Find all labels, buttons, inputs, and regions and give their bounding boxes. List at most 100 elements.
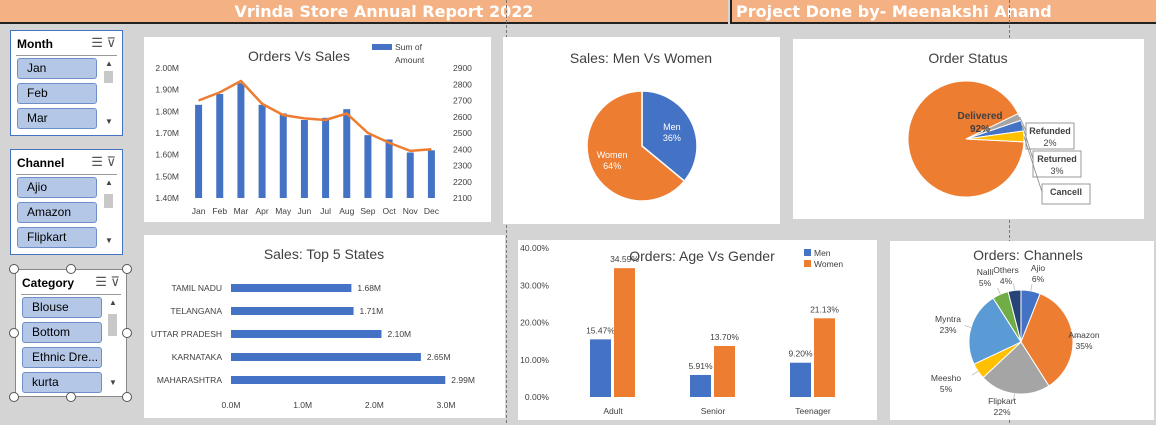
y-tick-label: TELANGANA [171,306,223,316]
legend-swatch [804,249,811,256]
x-tick-label: Aug [339,206,354,216]
y-tick-label: 1.70M [155,128,179,138]
divider [16,174,117,175]
channel-slicer[interactable]: Channel ☰ ⊽ Ajio Amazon Flipkart ▲ ▼ [10,149,123,255]
x-tick-label: Oct [382,206,396,216]
y2-tick-label: 2400 [453,144,472,154]
resize-handle[interactable] [9,264,19,274]
multi-select-icon[interactable]: ☰ [91,35,103,50]
data-label: Others [993,265,1019,275]
x-tick-label: Mar [234,206,249,216]
bar [814,318,835,397]
legend-label: Men [814,248,831,258]
order-status-chart[interactable]: Order Status Refunded 2% Returned 3% Cancell D… [793,39,1144,219]
resize-handle[interactable] [9,328,19,338]
leader-line [971,370,979,376]
leader-line [1022,125,1034,160]
y-tick-label: 1.60M [155,150,179,160]
y2-tick-label: 2600 [453,112,472,122]
data-label: 92% [970,124,990,135]
slicer-item-mar[interactable]: Mar [17,108,97,129]
scroll-down-icon[interactable]: ▼ [105,117,113,126]
data-label: 21.13% [810,304,839,314]
chart-title: Orders Vs Sales [248,48,350,64]
chart-title: Orders: Age Vs Gender [629,248,775,264]
bar [231,284,352,292]
data-label: Nalli [977,267,994,277]
scroll-up-icon[interactable]: ▲ [109,298,117,307]
resize-handle[interactable] [66,264,76,274]
data-label: Men [663,122,681,132]
scroll-down-icon[interactable]: ▼ [105,236,113,245]
bar [614,268,635,397]
data-label: Women [597,150,628,160]
resize-handle[interactable] [9,392,19,402]
slicer-item-bottom[interactable]: Bottom [22,322,102,343]
x-tick-label: Dec [424,206,440,216]
leader-line [1013,283,1015,291]
data-label: 2.65M [427,352,451,362]
slicer-item-feb[interactable]: Feb [17,83,97,104]
resize-handle[interactable] [122,328,132,338]
orders-channels-chart[interactable]: Orders: Channels Ajio 6% Amazon 35% Flipkart 2… [890,241,1154,420]
slicer-item-blouse[interactable]: Blouse [22,297,102,318]
multi-select-icon[interactable]: ☰ [95,274,107,289]
data-label: 35% [1075,341,1092,351]
y-tick-label: UTTAR PRADESH [151,329,222,339]
bar [385,139,393,198]
scroll-up-icon[interactable]: ▲ [105,178,113,187]
month-slicer[interactable]: Month ☰ ⊽ Jan Feb Mar ▲ ▼ [10,30,123,136]
top-5-states-chart[interactable]: Sales: Top 5 States TAMIL NADU 1.68M TELANG… [144,235,505,418]
data-label: 3% [1050,166,1063,176]
y-tick-label: MAHARASHTRA [157,375,223,385]
resize-handle[interactable] [122,392,132,402]
scrollbar-thumb[interactable] [104,71,113,83]
credit-banner: Project Done by- Meenakshi Anand [730,0,1156,24]
y2-tick-label: 2900 [453,63,472,73]
orders-vs-sales-chart[interactable]: Orders Vs Sales Sum of Amount 2.00M 1.90M 1.8… [144,37,491,222]
callout-box [1041,183,1091,205]
data-label: 9.20% [788,349,813,359]
clear-filter-icon[interactable]: ⊽ [106,154,116,169]
resize-handle[interactable] [122,264,132,274]
slicer-item-flipkart[interactable]: Flipkart [17,227,97,248]
leader-line [1013,393,1015,401]
multi-select-icon[interactable]: ☰ [91,154,103,169]
scrollbar-thumb[interactable] [108,314,117,336]
chart-title: Orders: Channels [973,247,1083,263]
leader-line [1019,116,1027,132]
bar [216,94,224,198]
scroll-down-icon[interactable]: ▼ [109,378,117,387]
x-tick-label: Apr [255,206,268,216]
data-label: 1.71M [360,306,384,316]
pie-slice [982,341,1050,395]
slicer-item-ethnic-dress[interactable]: Ethnic Dre... [22,347,102,368]
slicer-item-jan[interactable]: Jan [17,58,97,79]
clear-filter-icon[interactable]: ⊽ [110,274,120,289]
x-tick-label: 0.0M [222,400,241,410]
scroll-up-icon[interactable]: ▲ [105,59,113,68]
category-slicer[interactable]: Category ☰ ⊽ Blouse Bottom Ethnic Dre...… [15,269,127,397]
slicer-item-amazon[interactable]: Amazon [17,202,97,223]
slicer-item-kurta[interactable]: kurta [22,372,102,393]
legend-label: Women [814,259,843,269]
data-label: 2.10M [388,329,412,339]
chart-title: Order Status [928,50,1007,66]
sales-men-women-chart[interactable]: Sales: Men Vs Women Men 36% Women 64% [503,37,780,224]
bar [690,374,711,397]
age-vs-gender-chart[interactable]: Orders: Age Vs Gender Men Women 40.00% 30.00… [518,240,877,420]
data-label: Meesho [931,373,962,383]
clear-filter-icon[interactable]: ⊽ [106,35,116,50]
data-label: 64% [603,161,621,171]
x-tick-label: 3.0M [437,400,456,410]
y-tick-label: KARNATAKA [172,352,223,362]
leader-line [1072,336,1080,338]
resize-handle[interactable] [66,392,76,402]
data-label: Amazon [1068,330,1099,340]
series-line [198,79,432,153]
scrollbar-thumb[interactable] [104,194,113,208]
slicer-item-ajio[interactable]: Ajio [17,177,97,198]
bar [790,362,811,397]
slicer-title: Category [22,276,75,290]
x-tick-label: Jun [298,206,312,216]
